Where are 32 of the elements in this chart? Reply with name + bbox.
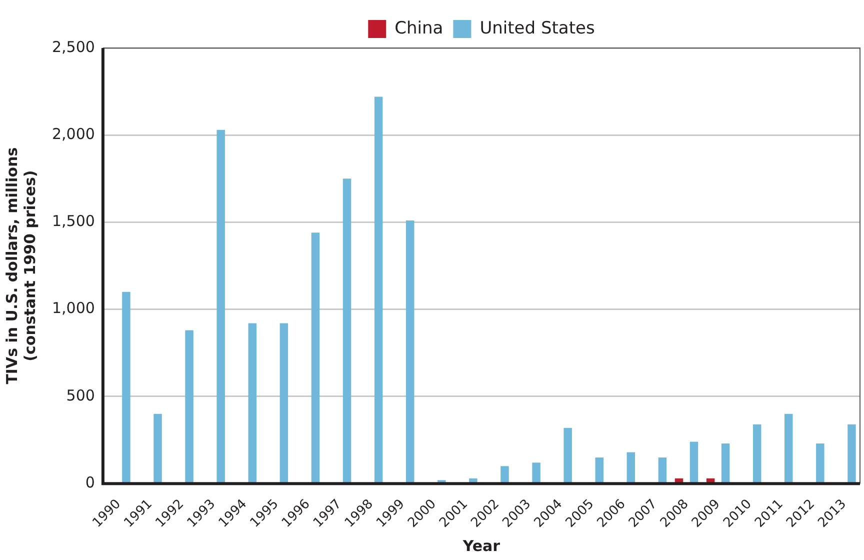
bar [626,452,636,483]
bar [342,178,352,483]
x-axis-title: Year [462,536,501,555]
y-tick-label: 1,500 [52,212,95,230]
bar [721,444,730,483]
bar [374,96,383,483]
bar [248,323,257,483]
bar [752,424,762,483]
bar [690,442,698,483]
bar [816,444,824,483]
legend-label: United States [480,18,595,38]
bar [784,414,793,483]
bar [280,323,288,483]
bar [216,130,225,483]
bar [311,232,320,483]
y-tick-label: 500 [66,386,95,404]
bar [532,462,540,483]
bar [406,220,414,483]
y-axis-title: TIVs in U.S. dollars, millions (constant 1990 prices) [2,147,39,384]
bar [848,424,856,483]
y-tick-label: 2,500 [52,38,95,56]
bar [658,457,667,483]
bar [564,428,572,483]
y-tick-label: 2,000 [52,125,95,144]
bar [122,292,130,483]
bar [154,414,162,483]
bar [595,457,604,483]
legend-label: China [394,18,444,38]
y-tick-label: 1,000 [52,299,95,318]
bar [185,330,194,483]
y-tick-label: 0 [85,473,95,492]
bar [500,466,509,483]
